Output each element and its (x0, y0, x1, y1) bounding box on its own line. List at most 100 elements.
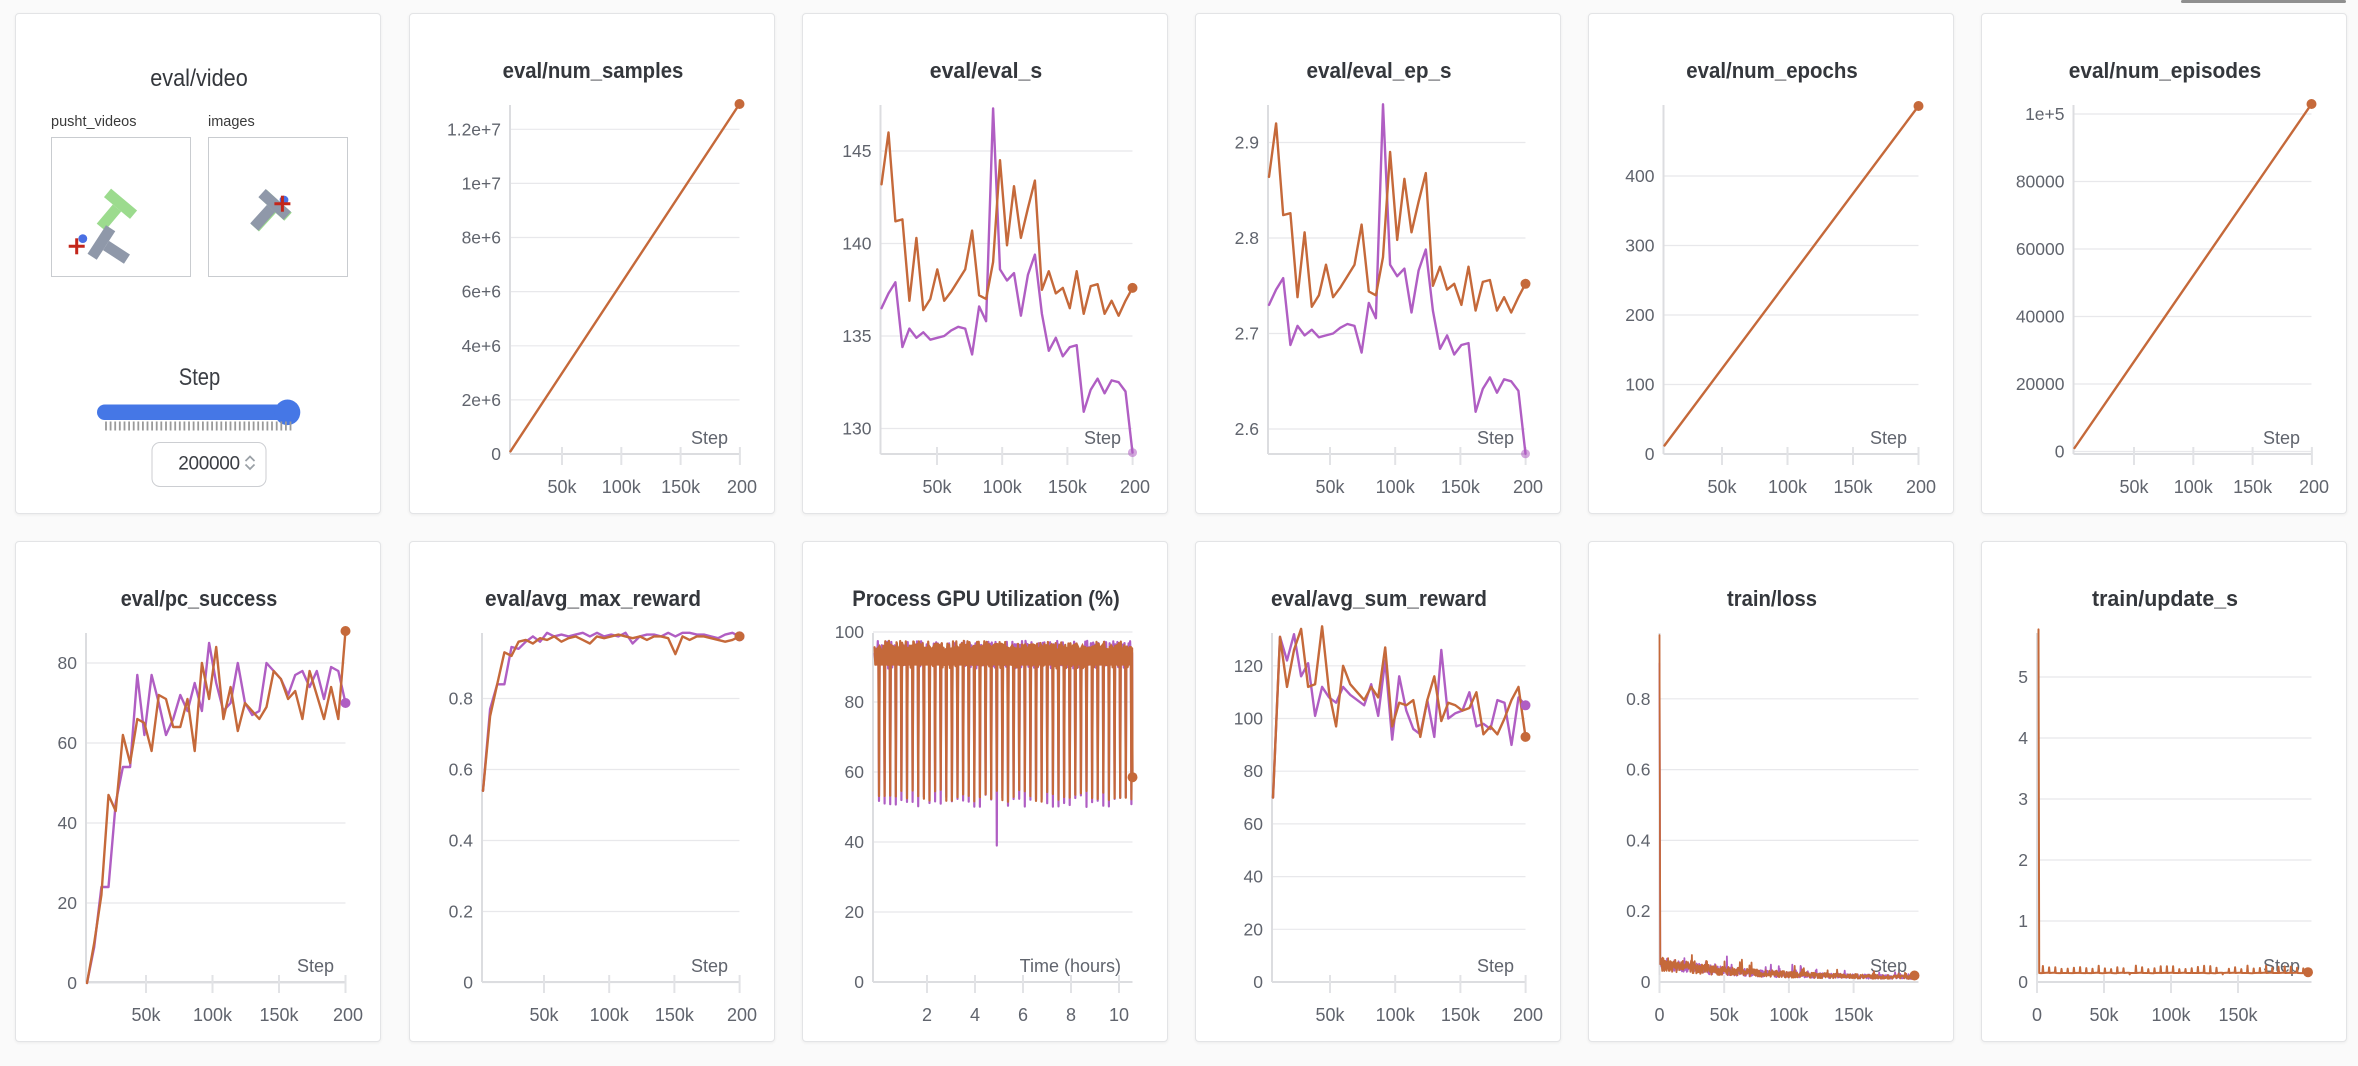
svg-text:140: 140 (842, 234, 871, 254)
svg-text:50k: 50k (1707, 477, 1737, 497)
svg-text:100: 100 (835, 622, 864, 642)
svg-text:4: 4 (2018, 728, 2028, 748)
svg-text:50k: 50k (1315, 477, 1345, 497)
svg-text:1.2e+7: 1.2e+7 (447, 119, 501, 139)
svg-text:80000: 80000 (2016, 172, 2065, 192)
svg-text:Step: Step (1870, 956, 1907, 976)
svg-text:8e+6: 8e+6 (462, 228, 501, 248)
svg-text:1: 1 (2018, 911, 2028, 931)
svg-text:300: 300 (1625, 236, 1654, 256)
svg-text:0: 0 (2032, 1005, 2042, 1025)
svg-text:60: 60 (1244, 814, 1264, 834)
svg-text:Step: Step (691, 428, 728, 448)
svg-text:150k: 150k (661, 477, 701, 497)
svg-text:0: 0 (1253, 972, 1263, 992)
svg-text:150k: 150k (2218, 1005, 2258, 1025)
svg-text:Step: Step (2263, 428, 2300, 448)
svg-text:80: 80 (58, 653, 78, 673)
svg-text:3: 3 (2018, 789, 2028, 809)
svg-text:200: 200 (727, 477, 757, 497)
svg-text:150k: 150k (655, 1005, 695, 1025)
svg-text:0: 0 (1645, 444, 1655, 464)
svg-text:20000: 20000 (2016, 374, 2065, 394)
svg-text:100: 100 (1234, 709, 1263, 729)
svg-text:120: 120 (1234, 656, 1263, 676)
svg-text:Step: Step (691, 956, 728, 976)
svg-text:40: 40 (58, 813, 78, 833)
svg-text:train/update_s: train/update_s (2092, 586, 2238, 611)
svg-text:100k: 100k (2151, 1005, 2191, 1025)
svg-text:Process GPU Utilization (%): Process GPU Utilization (%) (852, 586, 1120, 611)
svg-text:200: 200 (333, 1005, 363, 1025)
svg-text:2e+6: 2e+6 (462, 390, 501, 410)
svg-text:Step: Step (297, 956, 334, 976)
svg-text:100k: 100k (1376, 1005, 1416, 1025)
svg-text:50k: 50k (529, 1005, 559, 1025)
svg-text:0: 0 (2055, 442, 2065, 462)
svg-text:150k: 150k (259, 1005, 299, 1025)
svg-text:eval/avg_sum_reward: eval/avg_sum_reward (1271, 586, 1487, 611)
svg-text:100k: 100k (193, 1005, 233, 1025)
svg-text:0: 0 (854, 972, 864, 992)
svg-text:0.6: 0.6 (449, 760, 473, 780)
svg-text:100k: 100k (983, 477, 1023, 497)
svg-text:1e+7: 1e+7 (462, 173, 501, 193)
svg-text:0: 0 (463, 973, 473, 993)
svg-text:100k: 100k (1376, 477, 1416, 497)
svg-text:2.8: 2.8 (1235, 228, 1259, 248)
svg-text:145: 145 (842, 141, 871, 161)
svg-text:0: 0 (67, 973, 77, 993)
svg-text:eval/eval_ep_s: eval/eval_ep_s (1307, 58, 1452, 83)
svg-text:50k: 50k (547, 477, 577, 497)
svg-text:80: 80 (1244, 761, 1264, 781)
svg-text:135: 135 (842, 326, 871, 346)
svg-text:0.4: 0.4 (449, 831, 474, 851)
svg-text:100k: 100k (590, 1005, 630, 1025)
svg-text:0.6: 0.6 (1626, 760, 1650, 780)
svg-text:4: 4 (970, 1005, 980, 1025)
svg-text:4e+6: 4e+6 (462, 336, 501, 356)
svg-text:1e+5: 1e+5 (2025, 104, 2064, 124)
svg-text:400: 400 (1625, 166, 1654, 186)
svg-text:eval/avg_max_reward: eval/avg_max_reward (485, 586, 701, 611)
svg-text:50k: 50k (2089, 1005, 2119, 1025)
svg-text:40: 40 (1244, 867, 1264, 887)
svg-text:eval/video: eval/video (150, 65, 248, 92)
svg-text:2: 2 (922, 1005, 932, 1025)
svg-text:200000: 200000 (178, 454, 240, 475)
svg-text:150k: 150k (1441, 1005, 1481, 1025)
svg-text:2.7: 2.7 (1235, 324, 1259, 344)
svg-text:train/loss: train/loss (1727, 586, 1817, 611)
svg-text:eval/pc_success: eval/pc_success (121, 586, 278, 611)
svg-text:100: 100 (1625, 375, 1654, 395)
svg-text:Time (hours): Time (hours) (1020, 956, 1121, 976)
svg-text:0.8: 0.8 (449, 689, 473, 709)
svg-text:2.9: 2.9 (1235, 133, 1259, 153)
svg-text:20: 20 (58, 893, 78, 913)
svg-text:0: 0 (1654, 1005, 1664, 1025)
svg-text:6e+6: 6e+6 (462, 282, 501, 302)
svg-text:100k: 100k (1768, 477, 1808, 497)
svg-text:20: 20 (1244, 919, 1264, 939)
svg-text:60: 60 (845, 762, 865, 782)
svg-text:200: 200 (1513, 1005, 1543, 1025)
svg-text:2.6: 2.6 (1235, 419, 1259, 439)
svg-text:200: 200 (1513, 477, 1543, 497)
svg-text:0.2: 0.2 (1626, 901, 1650, 921)
svg-text:6: 6 (1018, 1005, 1028, 1025)
svg-text:100k: 100k (1769, 1005, 1809, 1025)
svg-text:Step: Step (179, 364, 221, 391)
svg-text:Step: Step (1477, 428, 1514, 448)
svg-text:0.8: 0.8 (1626, 689, 1650, 709)
svg-text:Step: Step (1477, 956, 1514, 976)
svg-text:100k: 100k (2174, 477, 2214, 497)
svg-text:150k: 150k (2233, 477, 2273, 497)
svg-text:0: 0 (1641, 972, 1651, 992)
svg-text:eval/num_samples: eval/num_samples (503, 58, 684, 83)
svg-text:5: 5 (2018, 667, 2028, 687)
svg-text:pusht_videos: pusht_videos (51, 114, 136, 130)
svg-text:0: 0 (2018, 972, 2028, 992)
svg-text:50k: 50k (2119, 477, 2149, 497)
svg-text:150k: 150k (1834, 1005, 1874, 1025)
svg-text:0.2: 0.2 (449, 902, 473, 922)
